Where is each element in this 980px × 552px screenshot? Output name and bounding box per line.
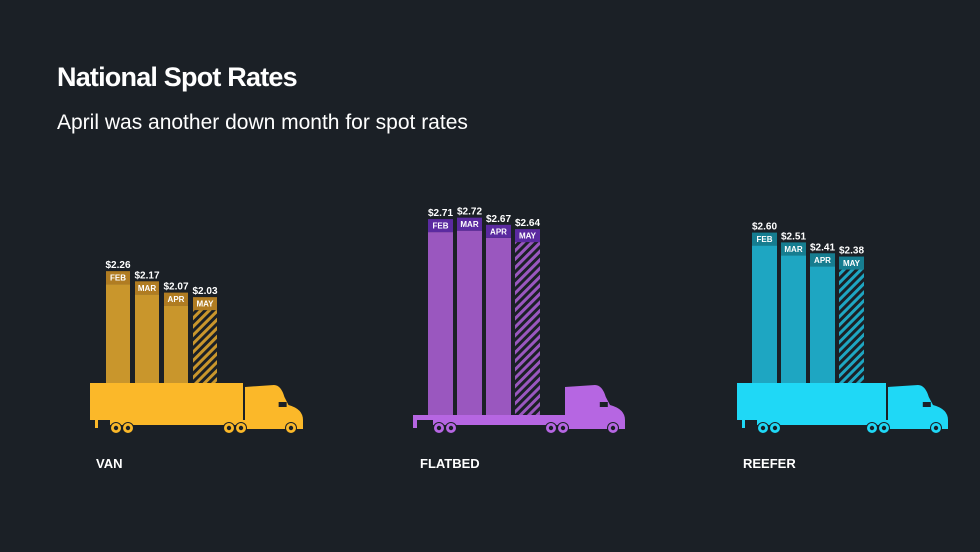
reefer-label: REEFER	[743, 456, 796, 471]
van-label: VAN	[96, 456, 123, 471]
van-bar-may	[193, 310, 217, 383]
flatbed-bar-mar	[457, 230, 482, 415]
reefer-month-label: APR	[814, 256, 831, 265]
flatbed-label: FLATBED	[420, 456, 480, 471]
page-subtitle: April was another down month for spot ra…	[57, 111, 468, 134]
van-band-feb	[106, 271, 130, 285]
reefer-band-mar	[781, 242, 806, 256]
van-bar-apr	[164, 305, 188, 383]
van-month-label: MAY	[196, 300, 214, 309]
van-month-label: APR	[168, 295, 185, 304]
reefer-band-feb	[752, 232, 777, 246]
reefer-value-label: $2.38	[839, 246, 864, 257]
reefer-bar-may	[839, 269, 864, 383]
van-bar-mar	[135, 294, 159, 383]
reefer-month-label: MAR	[784, 245, 802, 254]
flatbed-bar-apr	[486, 237, 511, 415]
flatbed-month-label: MAR	[460, 220, 478, 229]
reefer-value-label: $2.51	[781, 231, 806, 242]
reefer-truck-icon	[737, 383, 948, 434]
reefer-band-apr	[810, 253, 835, 267]
reefer-band-may	[839, 256, 864, 270]
van-band-mar	[135, 281, 159, 295]
reefer-bar-feb	[752, 245, 777, 383]
reefer-bar-apr	[810, 266, 835, 383]
flatbed-truck-icon	[413, 385, 625, 434]
van-band-apr	[164, 292, 188, 306]
reefer-month-label: MAY	[843, 259, 861, 268]
reefer-month-label: FEB	[757, 235, 773, 244]
van-value-label: $2.03	[192, 286, 217, 297]
page-title: National Spot Rates	[57, 62, 298, 92]
van-band-may	[193, 297, 217, 311]
flatbed-value-label: $2.67	[486, 214, 511, 225]
van-month-label: MAR	[138, 284, 156, 293]
van-value-label: $2.26	[105, 260, 130, 271]
flatbed-value-label: $2.71	[428, 208, 453, 219]
reefer-bar-mar	[781, 255, 806, 383]
flatbed-month-label: APR	[490, 227, 507, 236]
flatbed-value-label: $2.64	[515, 218, 540, 229]
flatbed-band-apr	[486, 224, 511, 238]
van-truck-icon	[90, 383, 303, 434]
flatbed-bar-feb	[428, 232, 453, 415]
reefer-value-label: $2.60	[752, 222, 777, 233]
flatbed-month-label: FEB	[433, 222, 449, 231]
van-value-label: $2.17	[134, 270, 159, 281]
flatbed-bar-may	[515, 242, 540, 415]
flatbed-value-label: $2.72	[457, 207, 482, 218]
flatbed-band-feb	[428, 219, 453, 233]
flatbed-band-mar	[457, 217, 482, 231]
van-month-label: FEB	[110, 274, 126, 283]
van-bar-feb	[106, 284, 130, 383]
reefer-value-label: $2.41	[810, 242, 835, 253]
flatbed-band-may	[515, 229, 540, 243]
van-value-label: $2.07	[163, 282, 188, 293]
flatbed-month-label: MAY	[519, 232, 537, 241]
